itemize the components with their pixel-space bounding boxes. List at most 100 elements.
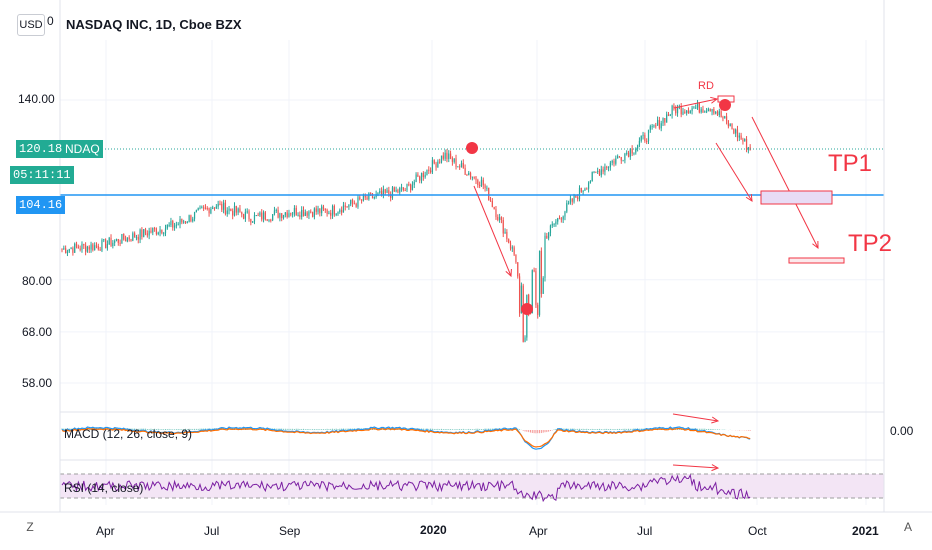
candle-body	[288, 213, 290, 217]
candle-body	[386, 190, 388, 193]
candle-body	[117, 238, 119, 243]
candle-body	[215, 206, 217, 209]
candle-body	[508, 239, 510, 243]
candle-body	[143, 229, 145, 237]
candle-body	[233, 205, 236, 216]
candle-body	[123, 233, 125, 240]
zoom-reset-button[interactable]: Z	[26, 520, 34, 534]
candle-body	[742, 139, 744, 142]
candle-body	[65, 248, 67, 254]
candle-body	[531, 270, 533, 314]
candle-body	[711, 108, 713, 112]
candle-body	[462, 162, 464, 168]
candle-body	[480, 179, 483, 187]
time-label: 2020	[420, 523, 447, 537]
candle-body	[337, 212, 339, 214]
candle-body	[684, 111, 686, 113]
candle-body	[740, 135, 742, 140]
candle-body	[502, 220, 504, 234]
candle-body	[221, 203, 223, 210]
candle-body	[184, 221, 187, 223]
candle-body	[548, 232, 550, 239]
candle-body	[428, 169, 430, 171]
price-tick-label: 140.00	[18, 92, 55, 106]
candle-body	[488, 187, 490, 201]
candle-body	[575, 194, 577, 198]
candle-body	[707, 109, 710, 112]
candle-body	[94, 245, 96, 251]
hline-price-tag: 104.16	[16, 196, 66, 214]
candle-body	[473, 176, 475, 178]
rsi-label: RSI (14, close)	[64, 481, 144, 495]
candle-body	[248, 211, 250, 220]
candle-body	[571, 198, 573, 202]
candle-body	[598, 170, 601, 176]
candle-body	[362, 195, 365, 201]
arrow-crash	[473, 185, 512, 277]
candle-body	[495, 208, 497, 217]
candle-body	[203, 207, 205, 209]
candle-body	[564, 211, 566, 217]
arrow-tp1-head	[745, 193, 753, 202]
candle-body	[115, 238, 118, 241]
candle-body	[491, 200, 493, 207]
candle-body	[128, 237, 130, 240]
candle-body	[471, 176, 473, 178]
signal-line	[61, 427, 751, 448]
candle-body	[286, 212, 288, 217]
candle-body	[675, 108, 677, 114]
candle-body	[693, 107, 695, 109]
candle-body	[537, 304, 539, 315]
tp2-box	[788, 257, 845, 264]
candle-body	[159, 229, 161, 233]
candle-body	[166, 225, 168, 229]
candle-body	[408, 184, 410, 186]
candle-body	[453, 158, 455, 162]
candle-body	[722, 117, 724, 119]
auto-scale-button[interactable]: A	[903, 520, 912, 534]
candle-body	[715, 111, 717, 114]
candle-body	[70, 248, 72, 250]
candle-body	[88, 246, 90, 250]
candle-body	[351, 199, 354, 204]
candle-body	[163, 233, 165, 235]
candle-body	[208, 208, 210, 214]
candle-body	[666, 114, 668, 123]
candle-body	[181, 218, 183, 223]
candle-body	[346, 206, 348, 208]
candle-body	[244, 211, 246, 219]
candle-body	[217, 203, 219, 207]
time-label: Apr	[96, 524, 115, 538]
candle-body	[680, 106, 682, 115]
candle-body	[281, 213, 283, 219]
candle-body	[168, 224, 170, 226]
candle-body	[524, 337, 526, 342]
candle-body	[716, 111, 719, 115]
candle-body	[555, 221, 557, 225]
candle-body	[292, 213, 294, 215]
candle-body	[702, 109, 704, 113]
currency-button[interactable]: USD	[17, 14, 45, 36]
candle-body	[112, 242, 114, 246]
candle-body	[173, 225, 176, 228]
candle-body	[520, 285, 522, 314]
candle-body	[301, 209, 303, 217]
candle-body	[460, 162, 463, 167]
candle-body	[573, 194, 575, 202]
candle-body	[124, 239, 127, 242]
candle-body	[607, 167, 610, 169]
candle-body	[538, 250, 541, 315]
candle-body	[201, 207, 203, 209]
candle-body	[540, 250, 542, 294]
arrow-crash-head	[505, 268, 512, 278]
candle-body	[535, 271, 537, 305]
time-label: Sep	[279, 524, 301, 538]
candle-body	[186, 221, 188, 223]
candle-body	[344, 205, 346, 207]
candle-body	[695, 107, 697, 109]
candle-body	[578, 187, 581, 200]
candle-body	[413, 182, 415, 185]
candle-body	[676, 107, 679, 114]
